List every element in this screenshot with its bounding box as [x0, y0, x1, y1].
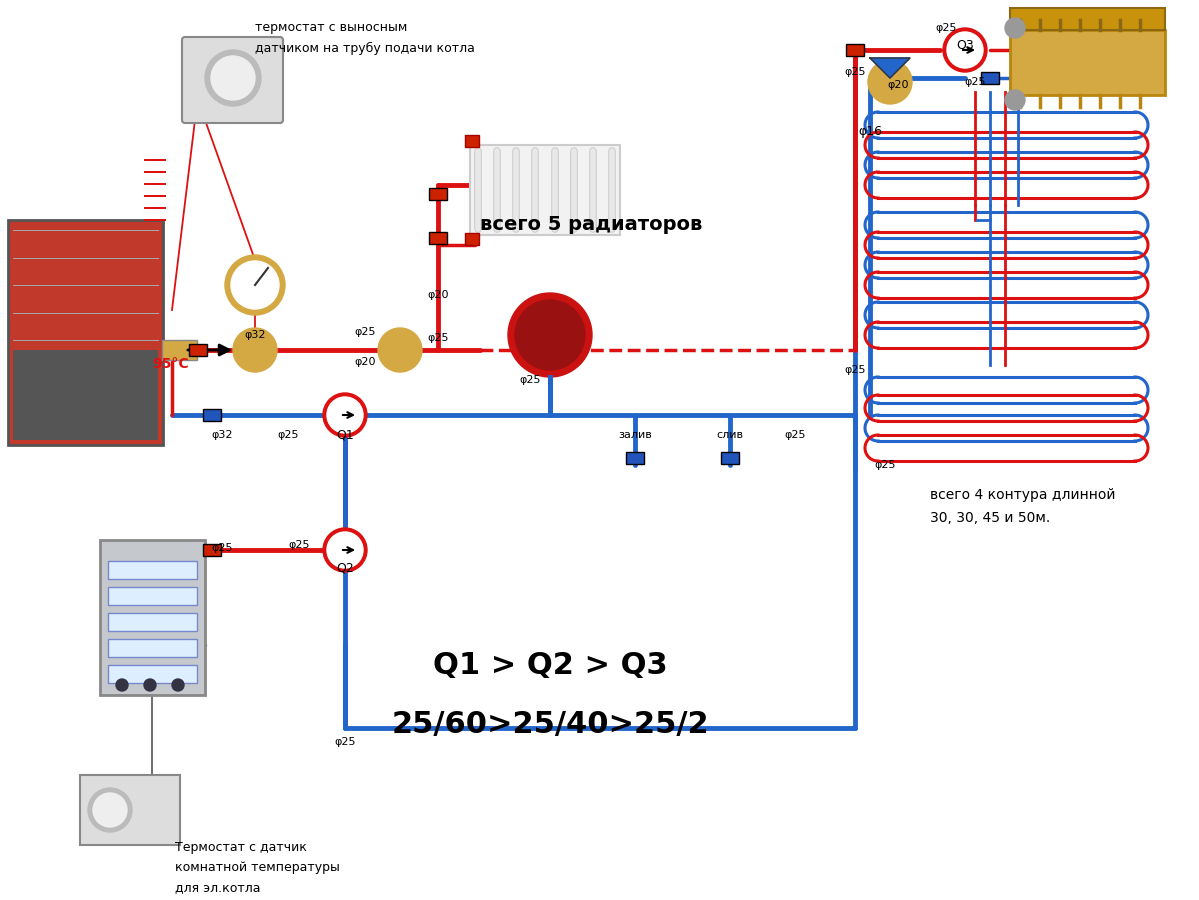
Text: комнатной температуры: комнатной температуры: [175, 861, 339, 875]
Text: φ25: φ25: [277, 430, 299, 440]
Bar: [13, 350, 158, 440]
Circle shape: [171, 679, 183, 691]
Circle shape: [116, 679, 128, 691]
Text: φ32: φ32: [211, 430, 233, 440]
Polygon shape: [870, 58, 910, 78]
Text: Термостат с датчик: Термостат с датчик: [175, 842, 307, 854]
Text: φ25: φ25: [935, 23, 957, 33]
FancyBboxPatch shape: [80, 775, 180, 845]
Text: φ25: φ25: [844, 365, 866, 375]
Circle shape: [327, 397, 363, 433]
Bar: [108, 639, 197, 657]
FancyBboxPatch shape: [100, 540, 205, 695]
Circle shape: [378, 328, 422, 372]
Circle shape: [1005, 18, 1025, 38]
Circle shape: [947, 32, 983, 68]
Bar: [465, 135, 478, 147]
Circle shape: [323, 528, 367, 572]
Circle shape: [88, 788, 132, 832]
Bar: [846, 44, 864, 57]
Circle shape: [868, 60, 912, 104]
FancyBboxPatch shape: [182, 37, 283, 123]
Bar: [203, 544, 221, 556]
Text: Q3: Q3: [956, 39, 974, 51]
Bar: [108, 561, 197, 579]
Text: φ25: φ25: [844, 67, 866, 77]
Text: залив: залив: [619, 430, 652, 440]
Circle shape: [231, 261, 279, 309]
Text: φ16: φ16: [858, 125, 882, 139]
Text: термостат с выносным: термостат с выносным: [255, 22, 408, 34]
Circle shape: [225, 255, 285, 315]
Text: 95°C: 95°C: [152, 357, 188, 371]
Text: φ25: φ25: [874, 460, 896, 470]
Text: φ25: φ25: [335, 737, 356, 747]
Text: 30, 30, 45 и 50м.: 30, 30, 45 и 50м.: [930, 511, 1050, 525]
Bar: [108, 587, 197, 605]
Text: для эл.котла: для эл.котла: [175, 881, 260, 895]
Bar: [626, 452, 644, 464]
Text: φ25: φ25: [288, 540, 309, 550]
Bar: [465, 233, 478, 245]
Text: φ25: φ25: [519, 375, 541, 385]
Circle shape: [508, 293, 592, 377]
Text: φ20: φ20: [887, 80, 909, 90]
Text: φ25: φ25: [354, 327, 375, 337]
Text: φ25: φ25: [427, 333, 448, 343]
FancyBboxPatch shape: [162, 340, 197, 360]
Text: φ25: φ25: [964, 77, 986, 87]
Text: φ32: φ32: [245, 330, 266, 340]
Circle shape: [94, 793, 127, 827]
Circle shape: [1005, 90, 1025, 110]
Text: всего 5 радиаторов: всего 5 радиаторов: [480, 215, 703, 235]
Bar: [108, 665, 197, 683]
Bar: [203, 409, 221, 421]
Circle shape: [233, 328, 277, 372]
Circle shape: [211, 56, 255, 100]
Text: 25/60>25/40>25/2: 25/60>25/40>25/2: [391, 710, 709, 740]
Bar: [470, 145, 620, 235]
Circle shape: [516, 300, 585, 370]
Text: слив: слив: [717, 430, 743, 440]
Circle shape: [327, 532, 363, 568]
Text: Q1: Q1: [336, 428, 354, 442]
Circle shape: [323, 393, 367, 437]
FancyBboxPatch shape: [8, 220, 163, 445]
Bar: [981, 72, 999, 85]
Circle shape: [144, 679, 156, 691]
Text: φ25: φ25: [784, 430, 806, 440]
Bar: [429, 188, 447, 201]
Text: датчиком на трубу подачи котла: датчиком на трубу подачи котла: [255, 41, 475, 55]
Text: всего 4 контура длинной: всего 4 контура длинной: [930, 488, 1115, 502]
Circle shape: [205, 50, 261, 106]
Text: Q1 > Q2 > Q3: Q1 > Q2 > Q3: [433, 651, 668, 680]
Bar: [1010, 30, 1165, 95]
Text: Q2: Q2: [336, 562, 354, 574]
Bar: [189, 344, 207, 356]
Circle shape: [942, 28, 987, 72]
Bar: [429, 231, 447, 244]
Text: φ20: φ20: [427, 290, 448, 300]
Text: φ20: φ20: [354, 357, 375, 367]
Bar: [721, 452, 739, 464]
Bar: [108, 613, 197, 631]
Bar: [1010, 8, 1165, 30]
Text: φ25: φ25: [211, 543, 233, 553]
